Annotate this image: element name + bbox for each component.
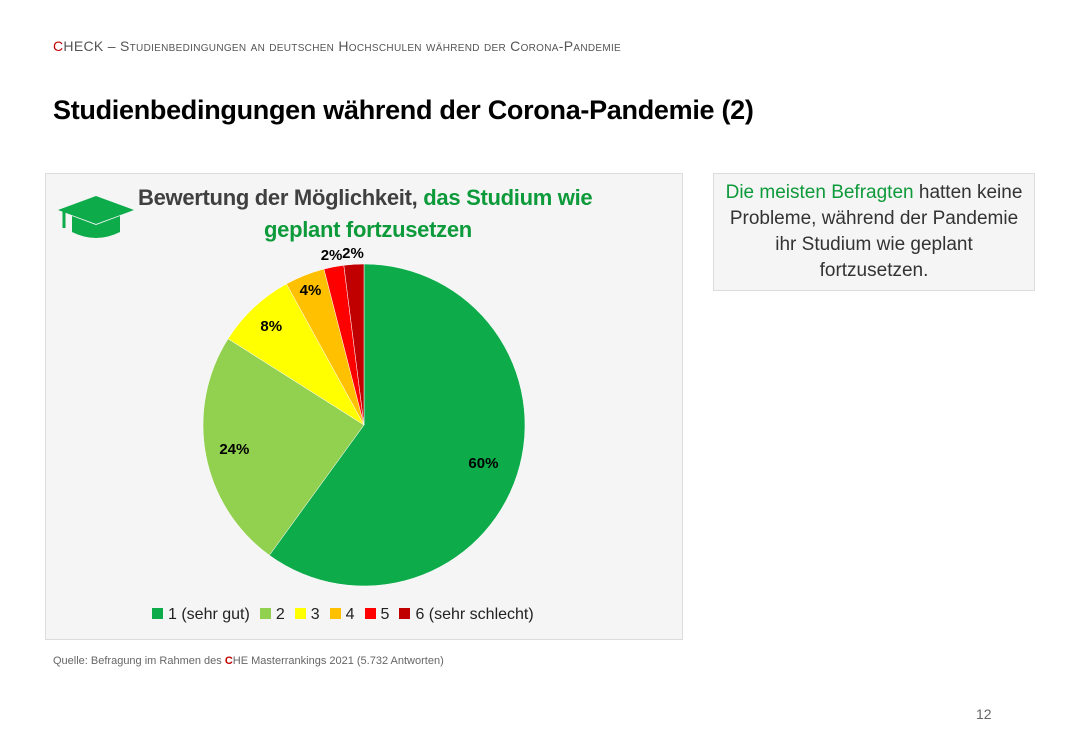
slide-title: Studienbedingungen während der Corona-Pa… (53, 95, 754, 125)
source-prefix: Quelle: Befragung im Rahmen des (53, 655, 225, 667)
legend-item-5: 5 (364, 606, 390, 624)
pie-slice-1 (269, 263, 526, 587)
graduation-cap-icon (58, 196, 134, 238)
legend-label-4: 4 (345, 606, 355, 623)
source-note: Quelle: Befragung im Rahmen des CHE Mast… (53, 655, 444, 667)
pie-label-3: 8% (260, 317, 283, 335)
legend-item-4: 4 (329, 606, 355, 624)
legend-label-1: 1 (sehr gut) (168, 606, 250, 623)
header-prefix-red: C (53, 38, 64, 54)
legend-item-1: 1 (sehr gut) (152, 606, 250, 624)
page-number: 12 (976, 706, 992, 722)
pie-label-2: 24% (219, 441, 250, 459)
note-highlight: Die meisten Befragten (725, 182, 914, 203)
legend-swatch-6 (399, 608, 411, 619)
chart-heading-part1: Bewertung der Möglichkeit, (138, 185, 424, 210)
legend-label-3: 3 (310, 606, 320, 623)
key-finding-note: Die meisten Befragten hatten keine Probl… (713, 173, 1035, 291)
note-text: hatten keine Probleme, während der Pande… (729, 182, 1023, 281)
slide-header: CHECK – Studienbedingungen an deutschen … (53, 38, 621, 54)
source-red: C (224, 655, 233, 667)
legend-item-6: 6 (sehr schlecht) (399, 606, 534, 624)
legend-swatch-1 (152, 608, 163, 619)
pie-label-4: 4% (299, 281, 322, 299)
legend-label-2: 2 (275, 606, 285, 623)
pie-label-1: 60% (468, 455, 499, 473)
pie-label-6: 2% (342, 244, 364, 262)
legend-label-6: 6 (sehr schlecht) (415, 606, 534, 623)
legend-swatch-5 (364, 608, 376, 619)
legend-item-2: 2 (259, 606, 285, 624)
header-rest: – Studienbedingungen an deutschen Hochsc… (103, 38, 622, 54)
pie-slice-2 (202, 338, 365, 556)
pie-label-5: 2% (320, 247, 343, 265)
legend-swatch-4 (329, 608, 341, 619)
legend-swatch-2 (259, 608, 271, 619)
header-prefix-rest: HECK (63, 38, 104, 54)
source-suffix: HE Masterrankings 2021 (5.732 Antworten) (232, 655, 444, 667)
chart-heading-line2: geplant fortzusetzen (264, 217, 472, 242)
legend-item-3: 3 (294, 606, 320, 624)
chart-heading: Bewertung der Möglichkeit, das Studium w… (138, 182, 678, 246)
chart-legend: 1 (sehr gut) 2 3 4 5 6 (sehr schlecht) (152, 606, 544, 624)
pie-slice-6 (343, 263, 365, 426)
legend-swatch-3 (294, 608, 306, 619)
legend-label-5: 5 (380, 606, 390, 623)
chart-heading-part2: das Studium wie (423, 185, 593, 210)
